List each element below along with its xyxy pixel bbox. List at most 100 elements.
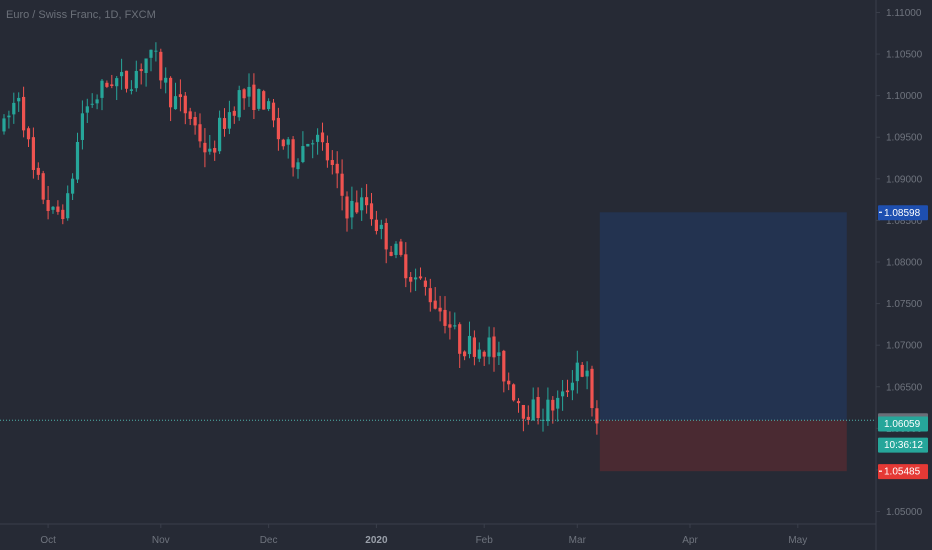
candle[interactable] bbox=[218, 110, 222, 155]
candle[interactable] bbox=[75, 132, 80, 184]
candle[interactable] bbox=[26, 126, 31, 147]
candle[interactable] bbox=[448, 311, 452, 340]
candle[interactable] bbox=[507, 372, 511, 391]
candle[interactable] bbox=[316, 128, 320, 155]
candle[interactable] bbox=[100, 79, 104, 111]
candle[interactable] bbox=[178, 79, 182, 112]
candle[interactable] bbox=[463, 350, 467, 361]
candle[interactable] bbox=[36, 162, 40, 180]
candle[interactable] bbox=[551, 396, 555, 424]
stop-zone[interactable] bbox=[599, 420, 847, 472]
candle[interactable] bbox=[56, 200, 60, 215]
candle[interactable] bbox=[281, 138, 285, 150]
candle[interactable] bbox=[227, 100, 231, 135]
candle[interactable] bbox=[428, 278, 432, 312]
candle[interactable] bbox=[453, 312, 457, 330]
candle[interactable] bbox=[276, 107, 280, 151]
candle[interactable] bbox=[320, 122, 325, 151]
candle[interactable] bbox=[242, 88, 246, 110]
candle[interactable] bbox=[443, 296, 447, 334]
candle[interactable] bbox=[7, 110, 11, 129]
candle[interactable] bbox=[438, 295, 442, 322]
candle[interactable] bbox=[472, 330, 476, 366]
candle[interactable] bbox=[306, 143, 310, 147]
candle[interactable] bbox=[124, 70, 129, 93]
candle[interactable] bbox=[423, 277, 427, 296]
candle[interactable] bbox=[399, 238, 403, 257]
candle[interactable] bbox=[95, 94, 99, 110]
candle[interactable] bbox=[22, 86, 26, 138]
candle[interactable] bbox=[120, 58, 124, 90]
candle[interactable] bbox=[487, 326, 491, 365]
candle[interactable] bbox=[154, 42, 158, 62]
candle[interactable] bbox=[17, 92, 21, 112]
candle[interactable] bbox=[492, 327, 496, 372]
candle[interactable] bbox=[257, 88, 261, 111]
candle[interactable] bbox=[193, 111, 197, 135]
candle[interactable] bbox=[149, 49, 153, 72]
candle[interactable] bbox=[467, 321, 472, 359]
candle[interactable] bbox=[311, 139, 315, 159]
candle[interactable] bbox=[355, 190, 359, 214]
candle[interactable] bbox=[85, 98, 89, 123]
candle[interactable] bbox=[144, 58, 148, 87]
candle[interactable] bbox=[561, 380, 565, 411]
candle[interactable] bbox=[203, 128, 207, 168]
candle[interactable] bbox=[139, 63, 143, 85]
candle[interactable] bbox=[394, 241, 398, 259]
candle[interactable] bbox=[595, 400, 599, 435]
candle[interactable] bbox=[115, 76, 119, 101]
candle[interactable] bbox=[71, 173, 75, 201]
candle[interactable] bbox=[159, 48, 163, 89]
candle[interactable] bbox=[66, 185, 70, 221]
candle[interactable] bbox=[237, 85, 241, 121]
candle[interactable] bbox=[590, 365, 594, 417]
candle[interactable] bbox=[340, 159, 344, 211]
candle[interactable] bbox=[585, 361, 589, 390]
candle[interactable] bbox=[350, 186, 354, 230]
candle[interactable] bbox=[325, 135, 329, 168]
candle[interactable] bbox=[90, 93, 94, 108]
candle[interactable] bbox=[198, 113, 202, 148]
candle[interactable] bbox=[213, 140, 217, 161]
candle[interactable] bbox=[41, 170, 45, 205]
candle[interactable] bbox=[379, 219, 383, 240]
candle[interactable] bbox=[369, 193, 374, 226]
candle[interactable] bbox=[271, 99, 276, 128]
candle[interactable] bbox=[374, 210, 378, 235]
candle[interactable] bbox=[575, 350, 579, 394]
candle[interactable] bbox=[173, 82, 178, 110]
candle[interactable] bbox=[286, 136, 290, 159]
candle[interactable] bbox=[497, 341, 501, 366]
candle[interactable] bbox=[365, 184, 369, 214]
candle[interactable] bbox=[105, 80, 109, 89]
candle[interactable] bbox=[335, 151, 339, 189]
candle[interactable] bbox=[521, 404, 525, 432]
candle[interactable] bbox=[296, 158, 300, 179]
candle[interactable] bbox=[512, 383, 516, 402]
candle[interactable] bbox=[188, 107, 192, 126]
candle[interactable] bbox=[129, 80, 133, 95]
candle[interactable] bbox=[536, 387, 540, 425]
candle[interactable] bbox=[222, 108, 227, 137]
candle[interactable] bbox=[384, 218, 388, 264]
candle[interactable] bbox=[531, 387, 535, 421]
candle[interactable] bbox=[183, 91, 187, 125]
candle[interactable] bbox=[208, 134, 212, 155]
candle[interactable] bbox=[414, 268, 418, 292]
candle[interactable] bbox=[262, 89, 266, 110]
candle[interactable] bbox=[80, 100, 84, 150]
candle[interactable] bbox=[51, 205, 55, 214]
candle[interactable] bbox=[46, 185, 50, 220]
candle[interactable] bbox=[433, 287, 437, 310]
candle[interactable] bbox=[301, 131, 305, 164]
candle[interactable] bbox=[360, 187, 364, 221]
candle[interactable] bbox=[516, 398, 521, 413]
candle[interactable] bbox=[556, 390, 560, 422]
candle[interactable] bbox=[458, 322, 462, 368]
candle[interactable] bbox=[267, 98, 271, 112]
candle[interactable] bbox=[252, 73, 256, 119]
candle[interactable] bbox=[164, 67, 168, 94]
candle[interactable] bbox=[169, 76, 173, 122]
